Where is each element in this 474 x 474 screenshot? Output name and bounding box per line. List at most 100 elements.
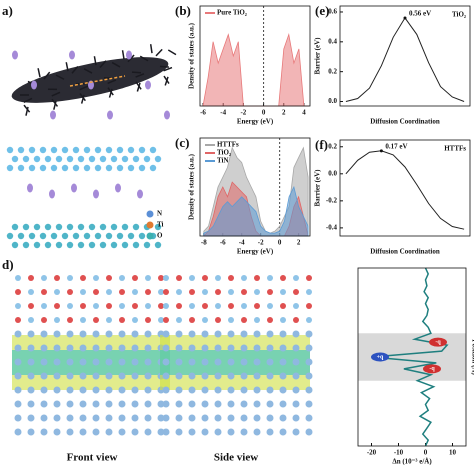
nanorod bbox=[11, 57, 169, 103]
atom bbox=[27, 414, 35, 422]
atom bbox=[227, 372, 235, 380]
atom bbox=[88, 241, 96, 249]
atom bbox=[14, 428, 22, 436]
atom bbox=[66, 386, 74, 394]
atom bbox=[189, 317, 195, 323]
atom bbox=[105, 164, 113, 172]
y-axis-label: Density of states (a.u.) bbox=[188, 22, 196, 89]
atom bbox=[11, 155, 19, 163]
atom bbox=[144, 414, 152, 422]
panel-label: (f) bbox=[315, 137, 328, 152]
charge-label: +q bbox=[377, 354, 384, 360]
atom bbox=[28, 275, 34, 281]
atom bbox=[92, 386, 100, 394]
spike bbox=[139, 55, 149, 62]
atom bbox=[279, 400, 287, 408]
atom bbox=[22, 155, 30, 163]
atom bbox=[267, 317, 273, 323]
atom bbox=[162, 372, 170, 380]
atom bbox=[40, 358, 48, 366]
atom bbox=[227, 400, 235, 408]
atom bbox=[214, 386, 222, 394]
atom bbox=[305, 400, 313, 408]
atom bbox=[27, 400, 35, 408]
density-region bbox=[12, 350, 170, 375]
atom bbox=[293, 275, 299, 281]
x-tick-label: -8 bbox=[201, 239, 207, 247]
legend-swatch bbox=[146, 221, 154, 229]
atom bbox=[228, 275, 234, 281]
atom bbox=[118, 428, 126, 436]
atom bbox=[188, 358, 196, 366]
atom bbox=[92, 428, 100, 436]
atom bbox=[118, 386, 126, 394]
y-tick-label: 0.2 bbox=[328, 67, 337, 75]
panel-label: a) bbox=[2, 3, 13, 18]
atom bbox=[14, 400, 22, 408]
atom bbox=[110, 223, 118, 231]
atom bbox=[162, 344, 170, 352]
atom bbox=[119, 289, 125, 295]
atom bbox=[158, 275, 164, 281]
atom bbox=[305, 330, 313, 338]
atom bbox=[14, 386, 22, 394]
atom bbox=[11, 223, 19, 231]
atom bbox=[40, 400, 48, 408]
atom bbox=[279, 344, 287, 352]
ion bbox=[88, 80, 94, 90]
spike bbox=[108, 88, 113, 98]
spike bbox=[53, 100, 57, 110]
panel-label: d) bbox=[2, 257, 14, 272]
atom bbox=[33, 223, 41, 231]
atom bbox=[144, 358, 152, 366]
spike bbox=[43, 71, 51, 80]
atom bbox=[27, 386, 35, 394]
atom bbox=[175, 428, 183, 436]
atom bbox=[143, 155, 151, 163]
atom bbox=[227, 428, 235, 436]
atom bbox=[22, 241, 30, 249]
panel-label: (e) bbox=[315, 3, 329, 18]
ion bbox=[126, 50, 132, 60]
atom bbox=[154, 241, 162, 249]
x-tick-label: -10 bbox=[394, 449, 404, 457]
charge-marker bbox=[371, 352, 389, 362]
atom bbox=[241, 275, 247, 281]
atom bbox=[27, 344, 35, 352]
atom bbox=[66, 223, 74, 231]
x-tick-label: -4 bbox=[220, 109, 226, 117]
atom bbox=[266, 372, 274, 380]
y-tick-label: -0.2 bbox=[326, 196, 338, 204]
atom bbox=[157, 428, 165, 436]
atom bbox=[292, 358, 300, 366]
atom bbox=[279, 428, 287, 436]
atom bbox=[215, 275, 221, 281]
spike bbox=[155, 48, 163, 57]
atom bbox=[118, 344, 126, 352]
atom bbox=[214, 372, 222, 380]
atom bbox=[118, 330, 126, 338]
atom bbox=[253, 428, 261, 436]
atom bbox=[50, 232, 58, 240]
atom bbox=[292, 428, 300, 436]
atom bbox=[6, 146, 14, 154]
atom bbox=[17, 146, 25, 154]
atom bbox=[158, 317, 164, 323]
atom bbox=[27, 372, 35, 380]
atom bbox=[53, 358, 61, 366]
atom bbox=[306, 275, 312, 281]
atom bbox=[145, 317, 151, 323]
atom bbox=[175, 344, 183, 352]
spike bbox=[121, 50, 125, 60]
atom bbox=[40, 344, 48, 352]
atom bbox=[145, 303, 151, 309]
atom bbox=[176, 289, 182, 295]
atom bbox=[105, 386, 113, 394]
atom bbox=[176, 275, 182, 281]
spike bbox=[71, 65, 79, 74]
peak-marker bbox=[403, 16, 407, 20]
x-tick-label: 0 bbox=[262, 109, 266, 117]
atom bbox=[241, 317, 247, 323]
legend-label: O bbox=[157, 232, 163, 240]
atom bbox=[119, 275, 125, 281]
